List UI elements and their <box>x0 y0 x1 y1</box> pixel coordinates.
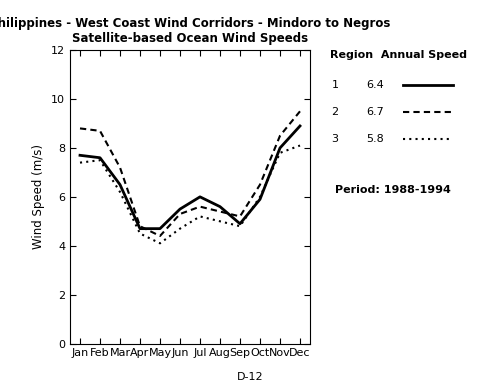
Y-axis label: Wind Speed (m/s): Wind Speed (m/s) <box>32 144 46 249</box>
Text: 6.4: 6.4 <box>366 80 384 90</box>
Text: 1: 1 <box>332 80 338 90</box>
Text: D-12: D-12 <box>236 372 264 382</box>
Text: 2: 2 <box>332 107 338 117</box>
Text: Region  Annual Speed: Region Annual Speed <box>330 50 467 60</box>
Text: 5.8: 5.8 <box>366 134 384 144</box>
Title: Philippines - West Coast Wind Corridors - Mindoro to Negros
Satellite-based Ocea: Philippines - West Coast Wind Corridors … <box>0 17 390 45</box>
Text: Period: 1988-1994: Period: 1988-1994 <box>335 185 451 195</box>
Text: 6.7: 6.7 <box>366 107 384 117</box>
Text: 3: 3 <box>332 134 338 144</box>
